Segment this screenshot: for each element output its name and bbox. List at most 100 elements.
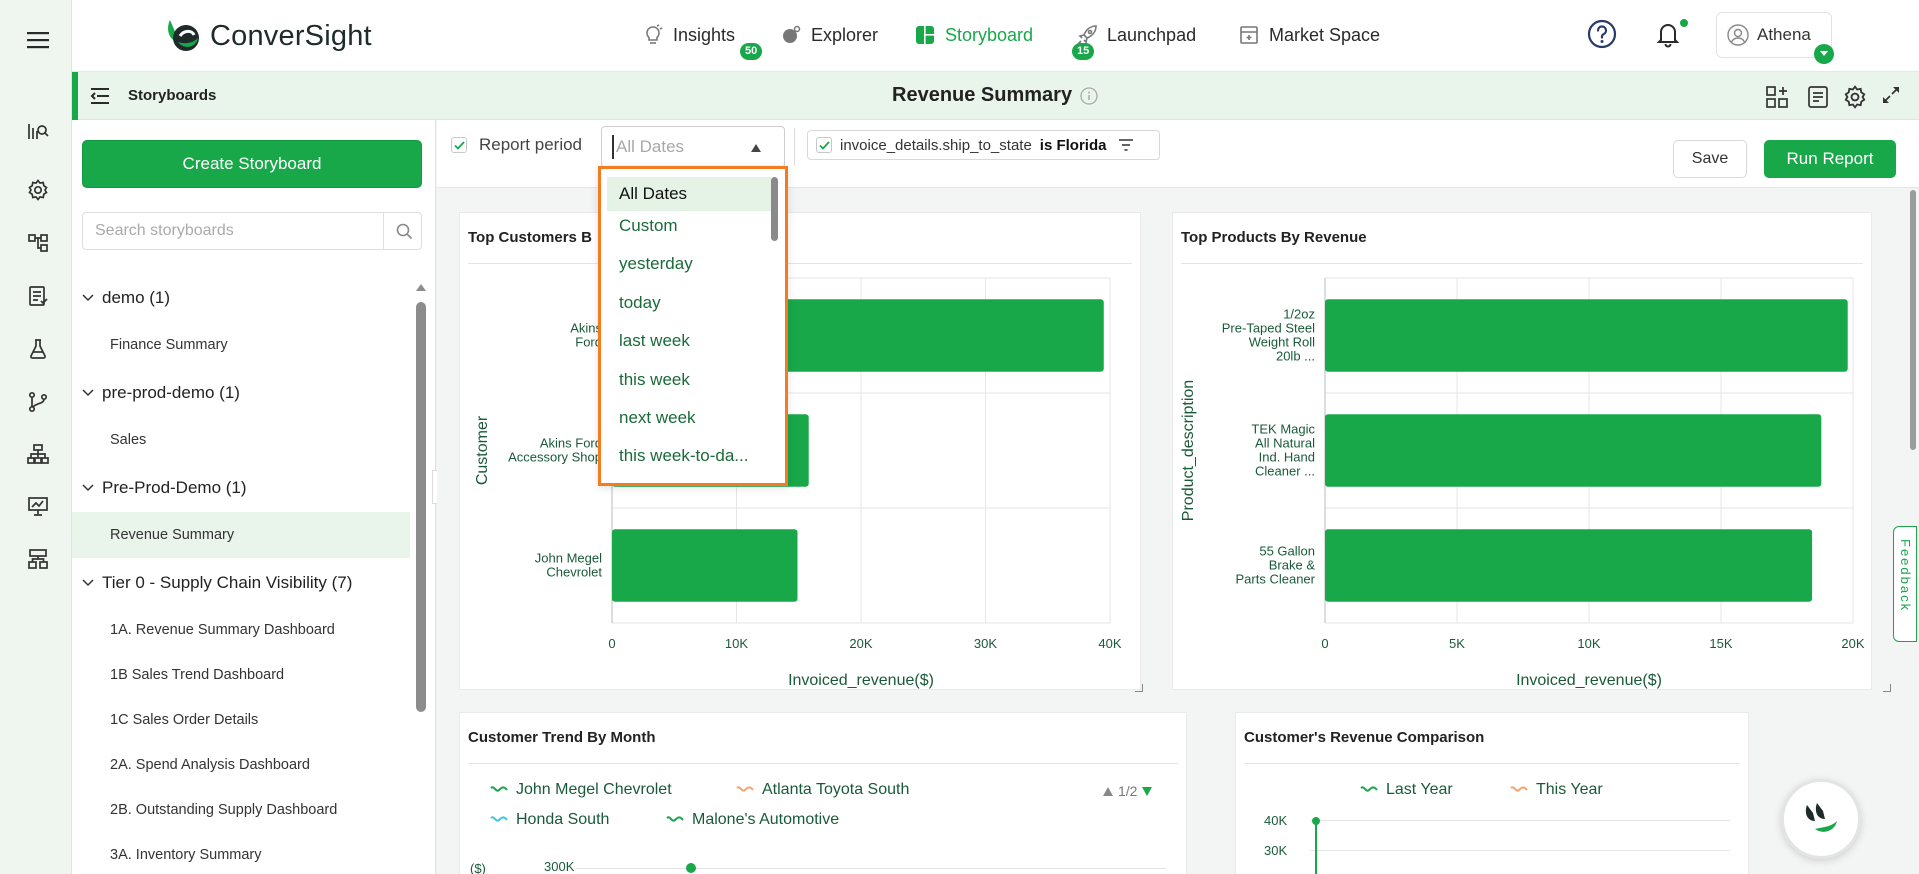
bar[interactable] — [1325, 414, 1822, 487]
legend-prev-icon[interactable] — [1102, 786, 1114, 797]
state-filter-checkbox[interactable] — [816, 137, 832, 153]
notes-icon[interactable] — [1805, 84, 1831, 110]
legend-next-icon[interactable] — [1141, 786, 1153, 797]
category-label: Accessory Shop — [508, 450, 602, 465]
category-label: Pre-Taped Steel — [1222, 321, 1315, 336]
dropdown-option[interactable]: yesterday — [619, 254, 693, 273]
legend-item[interactable]: Malone's Automotive — [666, 811, 839, 829]
state-filter-chip[interactable]: invoice_details.ship_to_state is Florida — [807, 130, 1160, 160]
conversight-logo[interactable]: ConverSight — [164, 16, 372, 56]
storyboard-item[interactable]: 2A. Spend Analysis Dashboard — [110, 757, 310, 773]
group-pre-prod-demo[interactable]: pre-prod-demo (1) — [82, 383, 240, 403]
bar[interactable] — [612, 529, 798, 602]
filter-options-icon[interactable] — [1118, 138, 1134, 152]
assistant-chat-button[interactable] — [1781, 779, 1861, 859]
comparison-data-point[interactable] — [1312, 817, 1320, 825]
user-dropdown-caret-icon[interactable] — [1814, 44, 1834, 64]
storyboard-item[interactable]: 1C Sales Order Details — [110, 712, 259, 728]
nav-market-space[interactable]: Market Space — [1238, 20, 1380, 50]
legend-item[interactable]: John Megel Chevrolet — [490, 781, 672, 799]
nav-launchpad[interactable]: Launchpad — [1076, 20, 1196, 50]
sidebar-toggle-icon[interactable] — [88, 84, 112, 108]
chevron-down-icon — [82, 294, 94, 302]
search-icon[interactable] — [396, 223, 413, 240]
org-chart-icon[interactable] — [22, 543, 54, 575]
storyboard-item[interactable]: 1A. Revenue Summary Dashboard — [110, 622, 335, 638]
save-button[interactable]: Save — [1673, 140, 1747, 178]
search-storyboards — [82, 212, 422, 250]
trend-data-point[interactable] — [686, 863, 696, 873]
search-storyboards-input[interactable] — [83, 213, 383, 249]
checkmark-icon — [453, 140, 465, 150]
storyboard-settings-icon[interactable] — [1842, 84, 1868, 110]
storyboard-item[interactable]: Sales — [110, 432, 147, 448]
legend-item[interactable]: Last Year — [1360, 781, 1453, 799]
group-demo[interactable]: demo (1) — [82, 288, 170, 308]
dropdown-option[interactable]: Custom — [619, 216, 678, 235]
storyboards-sidebar: Create Storyboard demo (1) Finance Summa… — [72, 120, 436, 874]
git-branch-icon[interactable] — [22, 386, 54, 418]
dropdown-option[interactable]: last week — [619, 331, 690, 350]
category-label: Akins — [570, 321, 602, 336]
card-title: Top Customers B — [468, 229, 592, 246]
workflow-icon[interactable] — [22, 227, 54, 259]
add-widget-icon[interactable] — [1764, 84, 1790, 110]
resize-handle-icon[interactable] — [1883, 684, 1891, 692]
hamburger-menu-icon[interactable] — [22, 24, 54, 56]
storyboard-item[interactable]: 1B Sales Trend Dashboard — [110, 667, 285, 683]
group-demo-label: demo (1) — [102, 288, 171, 307]
dropdown-option[interactable]: today — [619, 293, 661, 312]
group-tier-0[interactable]: Tier 0 - Supply Chain Visibility (7) — [82, 573, 352, 593]
nav-storyboard[interactable]: Storyboard — [914, 20, 1033, 50]
storyboard-item-selected[interactable]: Revenue Summary — [72, 512, 410, 558]
nav-insights[interactable]: Insights — [642, 20, 735, 50]
x-tick-label: 5K — [1449, 636, 1465, 651]
storyboard-item[interactable]: Finance Summary — [110, 337, 228, 353]
category-label: Weight Roll — [1249, 335, 1315, 350]
scroll-up-arrow-icon[interactable] — [414, 280, 428, 294]
legend-item[interactable]: Honda South — [490, 811, 609, 829]
canvas-scrollbar-thumb[interactable] — [1910, 190, 1916, 450]
settings-gear-icon[interactable] — [22, 174, 54, 206]
report-period-checkbox[interactable] — [451, 137, 467, 153]
storyboard-item[interactable]: 2B. Outstanding Supply Dashboard — [110, 802, 338, 818]
legend-line-icon — [736, 786, 754, 792]
report-period-select[interactable] — [601, 126, 785, 168]
nav-explorer[interactable]: Explorer — [780, 20, 878, 50]
user-menu[interactable]: Athena — [1716, 12, 1832, 58]
group-tier-0-label: Tier 0 - Supply Chain Visibility (7) — [102, 573, 353, 592]
dropdown-option[interactable]: next week — [619, 408, 696, 427]
info-icon[interactable] — [1080, 86, 1098, 105]
notification-bell-icon[interactable] — [1652, 18, 1684, 50]
dropdown-scrollbar-thumb[interactable] — [771, 177, 778, 241]
resize-handle-icon[interactable] — [1135, 684, 1143, 692]
legend-label: Last Year — [1386, 781, 1453, 798]
caret-up-icon[interactable] — [750, 143, 762, 153]
report-period-input[interactable] — [612, 135, 742, 159]
dropdown-option-all-dates[interactable]: All Dates — [607, 177, 771, 211]
comparison-gridline — [1310, 850, 1730, 851]
comparison-y-tick-label: 30K — [1264, 843, 1288, 858]
run-report-button[interactable]: Run Report — [1764, 140, 1896, 178]
data-search-icon[interactable] — [22, 114, 54, 146]
help-icon[interactable] — [1586, 18, 1618, 50]
storyboard-icon — [916, 26, 934, 44]
dropdown-option[interactable]: this week — [619, 370, 690, 389]
bar[interactable] — [1325, 529, 1813, 602]
create-storyboard-button[interactable]: Create Storyboard — [82, 140, 422, 188]
expand-icon[interactable] — [1880, 84, 1906, 110]
bar[interactable] — [1325, 299, 1848, 372]
lab-flask-icon[interactable] — [22, 333, 54, 365]
legend-item[interactable]: Atlanta Toyota South — [736, 781, 909, 799]
category-label: 20lb ... — [1276, 349, 1315, 364]
feedback-tab[interactable]: Feedback — [1893, 526, 1917, 642]
storyboard-item[interactable]: 3A. Inventory Summary — [110, 847, 262, 863]
presentation-chart-icon[interactable] — [22, 490, 54, 522]
group-pre-prod-demo-2[interactable]: Pre-Prod-Demo (1) — [82, 478, 247, 498]
sidebar-scrollbar-thumb[interactable] — [416, 302, 426, 712]
dropdown-option[interactable]: this week-to-da... — [619, 446, 749, 465]
hierarchy-icon[interactable] — [22, 438, 54, 470]
legend-item[interactable]: This Year — [1510, 781, 1603, 799]
report-list-icon[interactable] — [22, 280, 54, 312]
